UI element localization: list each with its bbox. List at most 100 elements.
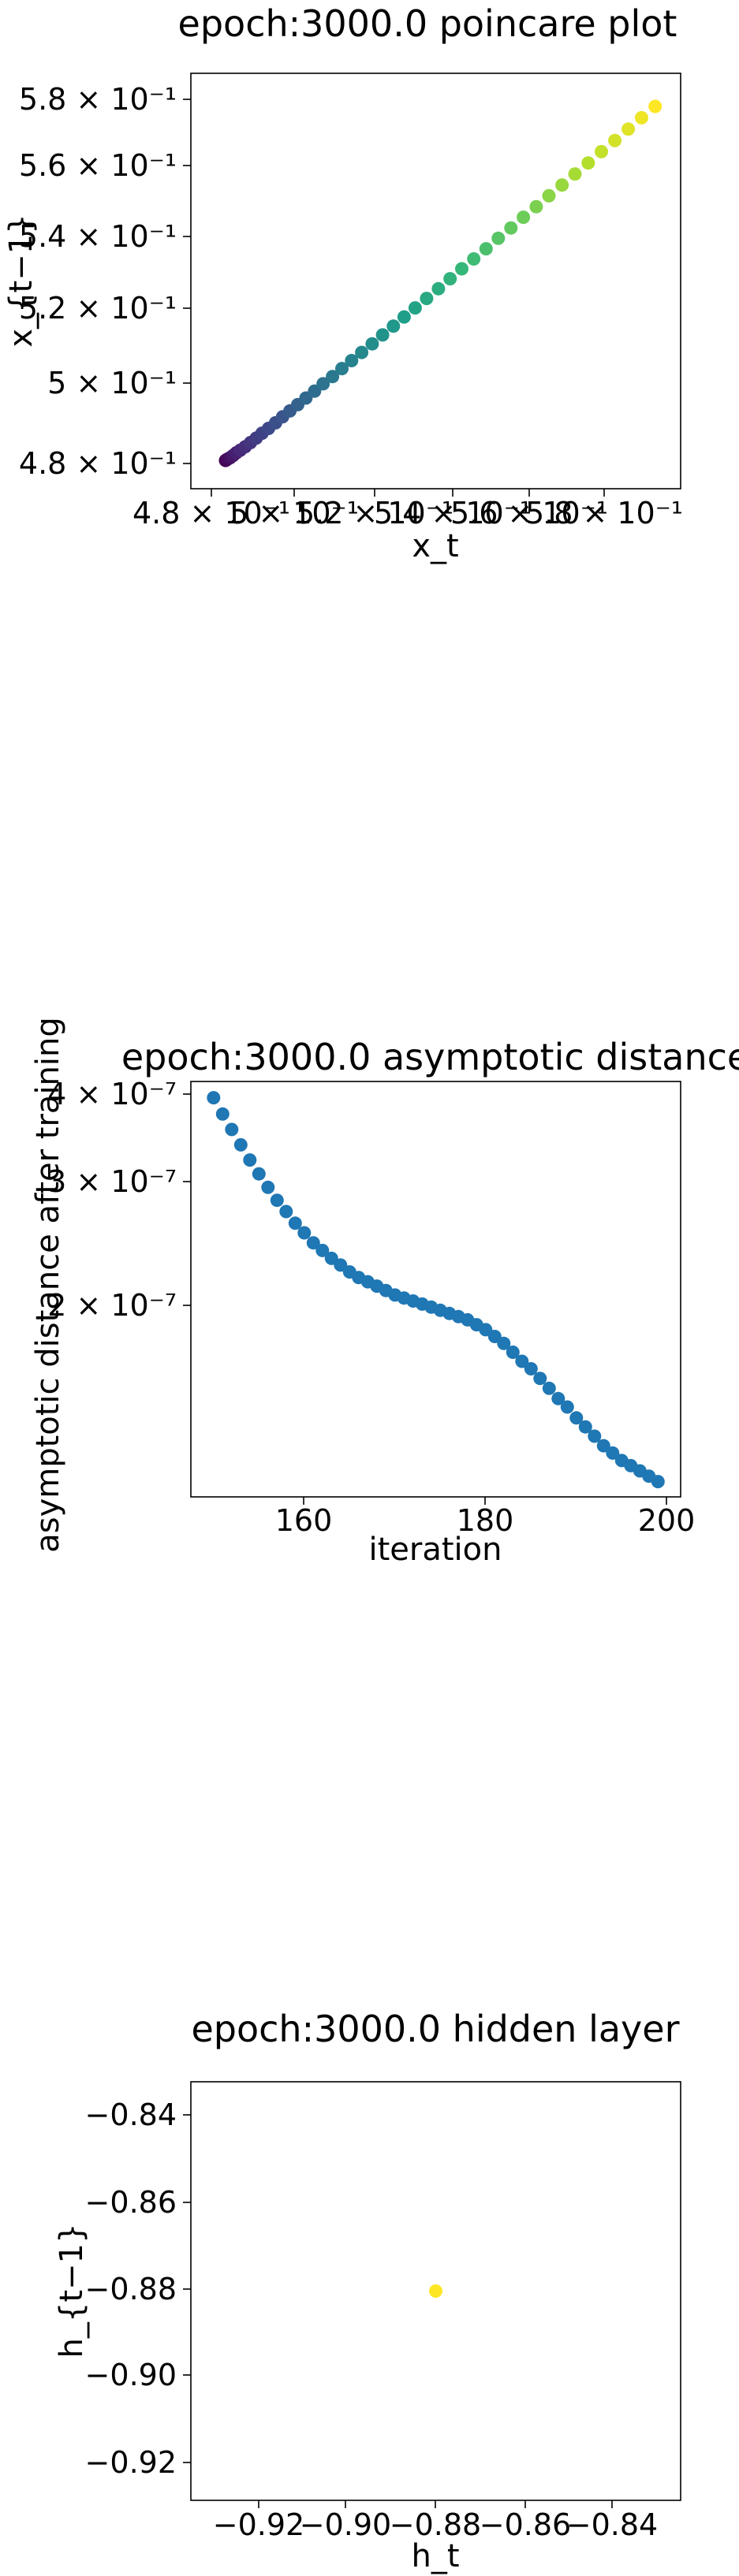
scatter-point — [375, 328, 390, 342]
scatter-point — [651, 1475, 665, 1489]
x-tick-label: −0.90 — [300, 2507, 391, 2542]
scatter-point — [497, 1336, 511, 1350]
x-tick-label: −0.84 — [566, 2507, 658, 2542]
y-axis-label: asymptotic distance after training — [30, 1017, 66, 1553]
x-axis-label: iteration — [369, 1532, 502, 1568]
y-tick-label: 5 × 10⁻¹ — [47, 366, 177, 400]
x-tick-label: −0.92 — [213, 2507, 304, 2542]
x-tick-label: 5.6 × 10⁻¹ — [450, 496, 608, 530]
scatter-point — [560, 1400, 574, 1414]
scatter-point — [487, 1330, 502, 1343]
x-tick-label: 4.8 × 10⁻¹ — [132, 496, 290, 530]
scatter-point — [316, 377, 330, 391]
y-tick-label: 4.8 × 10⁻¹ — [19, 446, 177, 481]
scatter-point — [588, 1429, 602, 1443]
scatter-point — [365, 337, 379, 351]
y-tick-label: 5.4 × 10⁻¹ — [19, 219, 177, 254]
scatter-point — [408, 301, 422, 315]
chart-poincare: epoch:3000.0 poincare plot 4.8 × 10⁻¹ 5 … — [3, 2, 683, 564]
scatter-points — [207, 1091, 665, 1489]
scatter-point — [252, 1167, 266, 1181]
scatter-point — [551, 1391, 565, 1405]
scatter-point — [443, 272, 457, 286]
scatter-point — [225, 1122, 239, 1137]
scatter-point — [215, 1107, 230, 1121]
chart-title: epoch:3000.0 hidden layer — [192, 2008, 680, 2050]
y-tick-label: −0.86 — [85, 2185, 177, 2220]
scatter-point — [326, 370, 340, 384]
y-tick-label: 5.2 × 10⁻¹ — [19, 291, 177, 326]
y-tick-label: 5.6 × 10⁻¹ — [19, 148, 177, 183]
scatter-point — [581, 156, 595, 170]
scatter-point — [345, 354, 359, 367]
x-ticks: 160 180 200 — [275, 1497, 696, 1538]
scatter-points — [218, 99, 662, 467]
y-tick-label: −0.92 — [85, 2445, 177, 2480]
scatter-point — [608, 133, 622, 147]
scatter-point — [279, 1204, 293, 1219]
x-tick-label: 180 — [457, 1503, 514, 1538]
y-ticks: 5.8 × 10⁻¹ 5.6 × 10⁻¹ 5.4 × 10⁻¹ 5.2 × 1… — [19, 82, 191, 481]
scatter-point — [467, 252, 481, 266]
x-tick-label: 200 — [638, 1503, 696, 1538]
scatter-point — [207, 1091, 221, 1105]
y-tick-label: 3 × 10⁻⁷ — [47, 1164, 177, 1199]
x-tick-label: 5.8 × 10⁻¹ — [525, 496, 683, 530]
y-ticks: −0.84 −0.86 −0.88 −0.90 −0.92 — [85, 2098, 191, 2480]
x-axis-label: x_t — [412, 528, 458, 564]
scatter-point — [306, 1236, 320, 1250]
scatter-point — [542, 188, 556, 203]
x-tick-label: −0.86 — [480, 2507, 571, 2542]
scatter-point — [635, 110, 648, 125]
scatter-point — [568, 167, 582, 181]
scatter-point — [335, 362, 349, 376]
scatter-point — [524, 1362, 538, 1375]
scatter-point — [648, 99, 662, 114]
scatter-points — [429, 2284, 442, 2298]
y-ticks: 4 × 10⁻⁷ 3 × 10⁻⁷ 2 × 10⁻⁷ — [47, 1077, 191, 1323]
x-tick-label: 5.2 × 10⁻¹ — [296, 496, 453, 530]
scatter-point — [569, 1411, 584, 1425]
x-tick-label: 5.4 × 10⁻¹ — [374, 496, 532, 530]
y-tick-label: 5.8 × 10⁻¹ — [19, 82, 177, 117]
scatter-point — [233, 1137, 248, 1152]
y-axis-label: x_{t−1} — [3, 214, 39, 347]
scatter-point — [529, 199, 543, 214]
scatter-point — [517, 210, 531, 225]
chart-hidden-layer: epoch:3000.0 hidden layer −0.92 −0.90 −0… — [54, 2008, 681, 2574]
scatter-point — [429, 2284, 442, 2298]
scatter-point — [270, 1193, 284, 1208]
scatter-point — [297, 1226, 312, 1240]
scatter-point — [596, 1439, 610, 1453]
scatter-point — [515, 1354, 529, 1368]
y-tick-label: −0.84 — [85, 2098, 177, 2132]
y-tick-label: 2 × 10⁻⁷ — [47, 1288, 177, 1323]
x-tick-label: 160 — [275, 1503, 333, 1538]
scatter-point — [420, 292, 434, 306]
y-tick-label: −0.88 — [85, 2272, 177, 2306]
chart-title: epoch:3000.0 poincare plot — [178, 2, 677, 45]
scatter-point — [606, 1446, 620, 1460]
scatter-point — [397, 310, 411, 324]
scatter-point — [595, 144, 608, 158]
scatter-point — [386, 319, 401, 333]
x-ticks: 4.8 × 10⁻¹ 5 × 10⁻¹ 5.2 × 10⁻¹ 5.4 × 10⁻… — [132, 489, 683, 530]
scatter-point — [355, 345, 369, 359]
y-tick-label: −0.90 — [85, 2358, 177, 2392]
scatter-point — [261, 1180, 275, 1194]
plot-frame — [190, 73, 681, 490]
scatter-point — [491, 231, 506, 245]
y-tick-label: 4 × 10⁻⁷ — [47, 1077, 177, 1111]
scatter-point — [533, 1372, 547, 1386]
scatter-point — [431, 281, 446, 296]
plot-frame — [190, 1081, 681, 1498]
scatter-point — [504, 221, 518, 235]
scatter-point — [479, 242, 493, 256]
x-tick-label: 5 × 10⁻¹ — [230, 496, 359, 530]
scatter-point — [315, 1243, 330, 1257]
scatter-point — [506, 1346, 520, 1359]
scatter-point — [578, 1420, 592, 1434]
x-axis-label: h_t — [411, 2538, 459, 2574]
chart-asymptotic-distance: epoch:3000.0 asymptotic distance 160 180… — [30, 1017, 739, 1568]
